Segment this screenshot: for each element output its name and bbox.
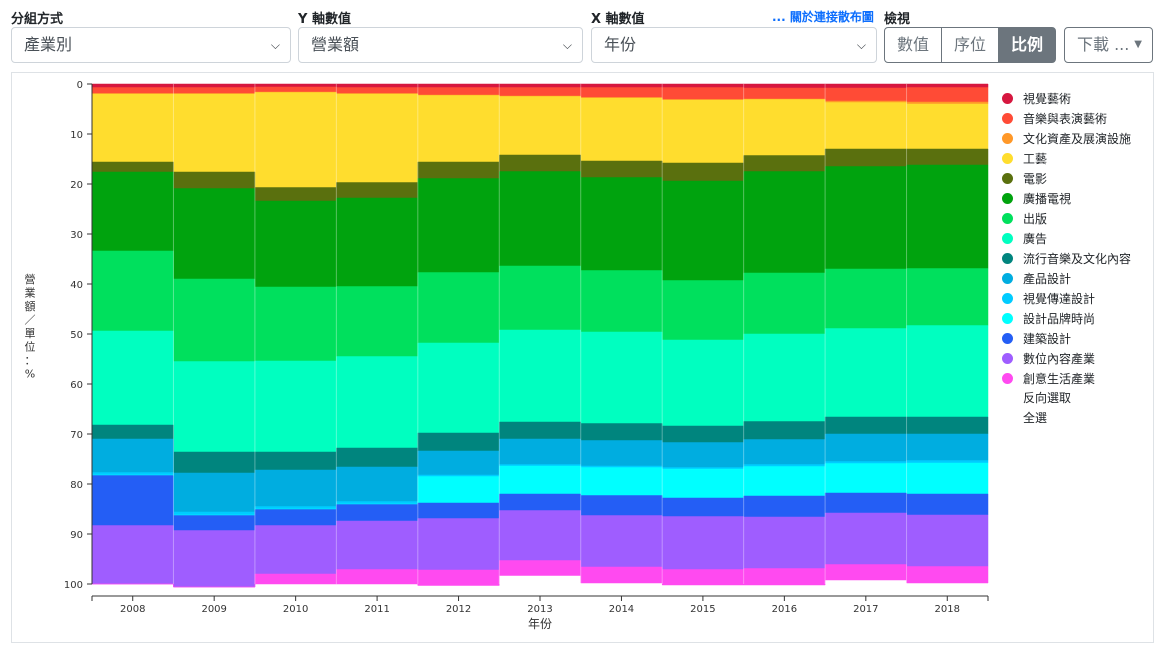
legend-swatch — [1002, 212, 1013, 224]
view-rank-button[interactable]: 序位 — [941, 27, 1000, 63]
x-tick-label: 2015 — [690, 604, 715, 615]
x-tick-label: 2013 — [527, 604, 552, 615]
chevron-down-icon: ⌵ — [562, 38, 572, 52]
legend-swatch — [1002, 332, 1013, 344]
caret-down-icon: ▼ — [1134, 39, 1142, 50]
legend-swatch — [1002, 272, 1013, 284]
y-axis-label: Y 軸數值 — [298, 12, 351, 27]
y-tick-label: 100 — [64, 580, 83, 591]
x-axis-value: 年份 — [604, 35, 637, 54]
chevron-down-icon: ⌵ — [270, 38, 280, 52]
legend-label: 工藝 — [1023, 151, 1048, 166]
legend-label: 數位內容產業 — [1023, 351, 1096, 366]
scatter-link[interactable]: ... 關於連接散布圖 — [772, 10, 874, 24]
legend-item[interactable]: 流行音樂及文化內容 — [1002, 248, 1131, 268]
legend-swatch — [1002, 232, 1013, 244]
y-axis-title: 營業額／單位：% — [25, 273, 36, 381]
x-tick-label: 2016 — [772, 604, 797, 615]
x-tick-label: 2008 — [120, 604, 145, 615]
legend-label: 文化資產及展演設施 — [1023, 131, 1132, 146]
chart-frame — [11, 72, 1154, 643]
invert-selection-button[interactable]: 反向選取 — [1023, 391, 1072, 405]
legend-item[interactable]: 設計品牌時尚 — [1002, 308, 1131, 328]
y-tick-label: 0 — [77, 80, 83, 91]
legend-swatch — [1002, 172, 1013, 184]
download-button[interactable]: 下載 ... ▼ — [1064, 27, 1153, 63]
x-tick-label: 2011 — [364, 604, 389, 615]
y-tick-label: 50 — [70, 330, 83, 341]
legend-label: 廣告 — [1023, 231, 1048, 246]
select-all-button[interactable]: 全選 — [1023, 411, 1048, 425]
legend-label: 音樂與表演藝術 — [1023, 111, 1108, 126]
legend-label: 創意生活產業 — [1023, 371, 1096, 386]
legend-label: 視覺藝術 — [1023, 91, 1072, 106]
x-tick-label: 2017 — [853, 604, 878, 615]
x-tick-label: 2009 — [201, 604, 226, 615]
legend-item[interactable]: 數位內容產業 — [1002, 348, 1131, 368]
legend-label: 視覺傳達設計 — [1023, 291, 1096, 306]
x-tick-label: 2010 — [283, 604, 308, 615]
x-axis-label: X 軸數值 — [591, 12, 645, 27]
view-label: 檢視 — [884, 12, 911, 27]
legend-item[interactable]: 視覺藝術 — [1002, 88, 1131, 108]
legend-label: 廣播電視 — [1023, 191, 1072, 206]
legend-item[interactable]: 工藝 — [1002, 148, 1131, 168]
legend-swatch — [1002, 352, 1013, 364]
legend-item[interactable]: 文化資產及展演設施 — [1002, 128, 1131, 148]
x-tick-label: 2018 — [935, 604, 960, 615]
legend-item[interactable]: 出版 — [1002, 208, 1131, 228]
y-tick-label: 70 — [70, 430, 83, 441]
legend-label: 流行音樂及文化內容 — [1023, 251, 1132, 266]
legend-swatch — [1002, 312, 1013, 324]
group-by-select[interactable]: 產業別 ⌵ — [11, 27, 291, 63]
group-by-label: 分組方式 — [11, 12, 64, 27]
y-tick-label: 30 — [70, 230, 83, 241]
legend-item[interactable]: 創意生活產業 — [1002, 368, 1131, 388]
legend-swatch — [1002, 112, 1013, 124]
legend-item[interactable]: 建築設計 — [1002, 328, 1131, 348]
legend-swatch — [1002, 252, 1013, 264]
legend-swatch — [1002, 292, 1013, 304]
legend: 視覺藝術音樂與表演藝術文化資產及展演設施 工藝電影廣播電視出版廣告流行音樂及文化內… — [1002, 88, 1131, 428]
legend-label: 建築設計 — [1023, 331, 1072, 346]
legend-item[interactable]: 電影 — [1002, 168, 1131, 188]
group-by-value: 產業別 — [24, 35, 73, 54]
legend-label: 出版 — [1023, 211, 1048, 226]
legend-item[interactable]: 音樂與表演藝術 — [1002, 108, 1131, 128]
legend-label: 產品設計 — [1023, 271, 1072, 286]
x-tick-label: 2014 — [609, 604, 634, 615]
y-tick-label: 80 — [70, 480, 83, 491]
view-value-button[interactable]: 數值 — [884, 27, 943, 63]
legend-swatch — [1002, 152, 1013, 164]
x-axis-title: 年份 — [528, 617, 552, 631]
legend-item[interactable]: 產品設計 — [1002, 268, 1131, 288]
area-series-15 — [92, 560, 989, 588]
legend-label: 電影 — [1023, 171, 1048, 186]
legend-item[interactable]: 廣播電視 — [1002, 188, 1131, 208]
y-tick-label: 40 — [70, 280, 83, 291]
y-tick-label: 60 — [70, 380, 83, 391]
legend-label: 設計品牌時尚 — [1023, 311, 1096, 326]
y-tick-label: 10 — [70, 130, 83, 141]
download-label: 下載 ... — [1077, 35, 1130, 54]
view-toggle-group: 數值 序位 比例 — [884, 27, 1057, 63]
legend-swatch — [1002, 132, 1013, 144]
view-ratio-button[interactable]: 比例 — [998, 27, 1057, 63]
legend-swatch — [1002, 92, 1013, 104]
legend-item[interactable]: 廣告 — [1002, 228, 1131, 248]
y-tick-label: 90 — [70, 530, 83, 541]
legend-swatch — [1002, 372, 1013, 384]
legend-item[interactable]: 視覺傳達設計 — [1002, 288, 1131, 308]
y-axis-select[interactable]: 營業額 ⌵ — [298, 27, 583, 63]
x-axis-select[interactable]: 年份 ⌵ — [591, 27, 877, 63]
x-tick-label: 2012 — [446, 604, 471, 615]
legend-swatch — [1002, 192, 1013, 204]
y-tick-label: 20 — [70, 180, 83, 191]
y-axis-value: 營業額 — [311, 35, 360, 54]
chevron-down-icon: ⌵ — [856, 38, 866, 52]
